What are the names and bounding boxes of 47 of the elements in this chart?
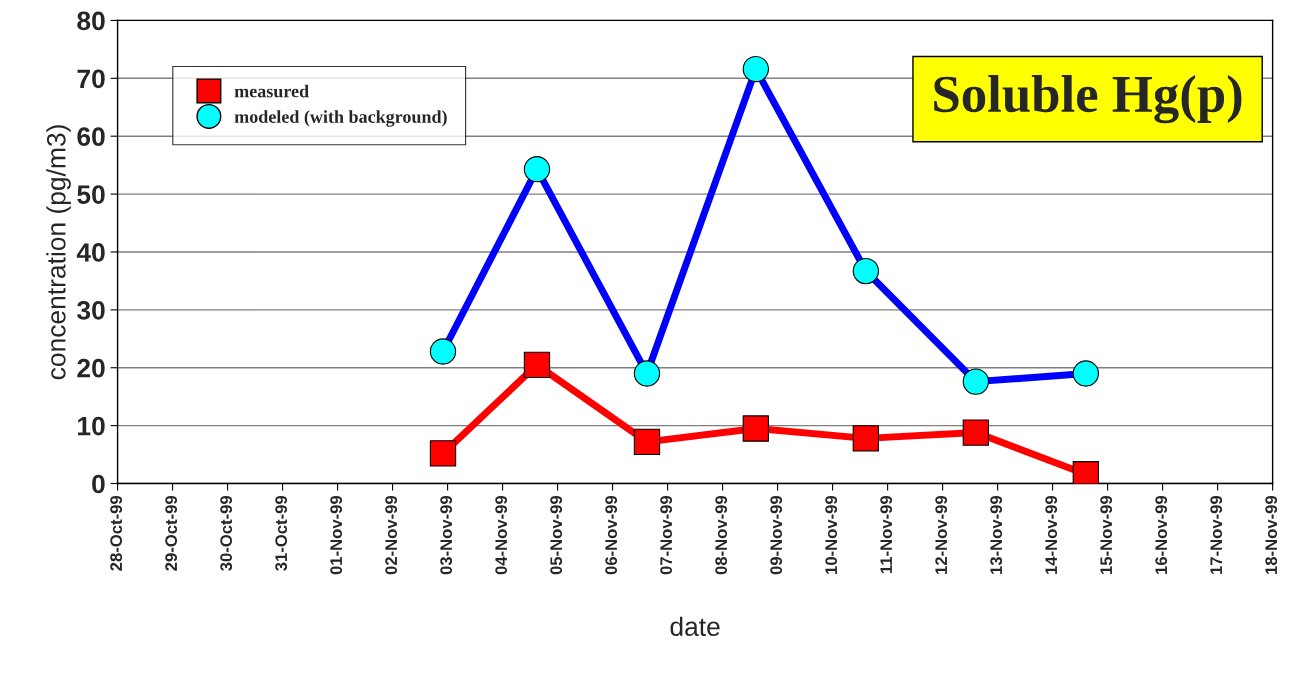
y-tick-label: 30: [77, 300, 105, 320]
x-tick-label: 07-Nov-99: [660, 495, 673, 575]
x-tick-label: 06-Nov-99: [605, 495, 618, 575]
x-tick-label: 15-Nov-99: [1100, 495, 1113, 574]
point: [1072, 360, 1100, 387]
x-tick-label: 03-Nov-99: [440, 495, 453, 575]
legend-label: measured: [234, 84, 309, 98]
x-tick-label: 17-Nov-99: [1210, 495, 1223, 574]
y-tick-label: 10: [78, 416, 105, 436]
y-tick-label: 50: [77, 185, 105, 204]
x-tick-label: 01-Nov-99: [330, 495, 343, 575]
y-tick-label: 0: [92, 474, 105, 494]
x-tick-label: 18-Nov-99: [1265, 495, 1278, 574]
x-tick-label: 05-Nov-99: [550, 495, 563, 575]
point: [852, 425, 880, 452]
point: [742, 415, 769, 442]
point: [429, 440, 457, 467]
point: [742, 55, 769, 83]
x-tick-label: 14-Nov-99: [1045, 495, 1058, 574]
text: Soluble Hg(p): [934, 75, 1242, 124]
y-tick-label: 60: [77, 127, 105, 147]
x-tick-label: 08-Nov-99: [715, 495, 728, 575]
x-tick-label: 12-Nov-99: [935, 495, 948, 574]
point: [429, 338, 457, 365]
x-tick-label: 09-Nov-99: [770, 495, 783, 575]
x-tick-label: 13-Nov-99: [990, 495, 1003, 574]
point: [633, 428, 661, 456]
y-tick-label: 20: [77, 358, 105, 378]
x-tick-label: 31-Oct-99: [275, 495, 288, 571]
y-tick-label: 70: [77, 69, 105, 89]
x-tick-label: 16-Nov-99: [1155, 495, 1168, 574]
x-tick-label: 10-Nov-99: [825, 495, 838, 574]
x-tick-label: 30-Oct-99: [220, 495, 233, 571]
x-tick-label: 11-Nov-99: [880, 495, 893, 574]
y-tick-label: 40: [76, 243, 105, 262]
y-axis-title: concentration (pg/m3): [46, 125, 71, 380]
x-tick-label: 02-Nov-99: [385, 495, 398, 575]
x-axis-title: date: [670, 616, 720, 637]
point: [633, 360, 661, 387]
point: [1072, 461, 1100, 484]
point: [962, 419, 990, 446]
x-tick-label: 28-Oct-99: [110, 495, 123, 571]
legend-label: modeled (with background): [234, 110, 447, 127]
x-tick-label: 29-Oct-99: [165, 495, 178, 571]
point: [523, 351, 551, 379]
y-tick-label: 80: [77, 11, 105, 31]
x-tick-label: 04-Nov-99: [495, 495, 508, 575]
